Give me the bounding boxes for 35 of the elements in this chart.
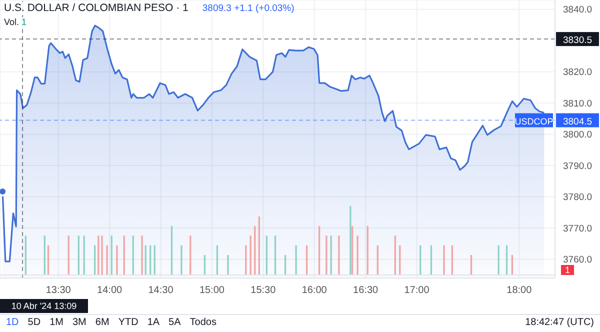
y-tick-label: 3840.0 [563,4,592,16]
ref-line-label: 10 Abr '24 13:09 [11,301,77,311]
ref-line-label: USDCOP 3804.5 [514,116,592,128]
y-tick-label: 3790.0 [563,160,592,172]
annotation: 1 [22,17,27,27]
text: 1D [6,317,19,328]
text: Todos [190,317,216,328]
y-tick-label: 3800.0 [563,130,592,141]
x-tick-label: 18:00 [506,285,532,296]
x-tick-label: 17:00 [404,285,430,296]
x-tick-label: 14:00 [97,285,123,296]
text: 5A [168,317,181,328]
y-tick-label: 3810.0 [563,98,592,110]
x-tick-label: 16:30 [353,285,379,296]
y-tick-label: 3820.0 [563,67,592,78]
x-tick-label: 16:00 [302,285,328,296]
text: 18:42:47 (UTC) [525,317,594,328]
text: 3M [72,317,86,328]
text: 5D [28,317,41,328]
y-tick-label: 3780.0 [563,192,592,204]
text: 1 [561,265,574,275]
x-tick-label: 13:30 [46,285,72,296]
chart-title: U.S. DOLLAR / COLOMBIAN PESO · 1 [4,2,188,14]
ref-line-label: 3830.5 [562,35,592,46]
text: 1M [50,317,64,328]
y-tick-label: 3760.0 [563,254,592,266]
text: YTD [118,317,138,328]
chart-subtitle: 3809.3 +1.1 (+0.03%) [202,3,294,14]
x-tick-label: 15:30 [250,285,276,296]
y-tick-label: 3770.0 [563,223,592,234]
text: 6M [95,317,110,328]
x-tick-label: 14:30 [148,285,174,296]
x-tick-label: 15:00 [199,285,225,296]
text: 1A [147,317,160,328]
annotation: Vol. [4,17,20,27]
